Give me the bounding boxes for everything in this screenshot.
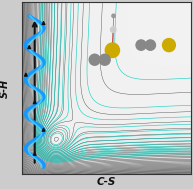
X-axis label: C-S: C-S xyxy=(97,177,116,187)
Circle shape xyxy=(89,54,100,65)
Circle shape xyxy=(145,40,155,50)
Circle shape xyxy=(111,27,116,32)
Circle shape xyxy=(105,43,119,57)
Circle shape xyxy=(163,39,175,52)
Circle shape xyxy=(99,54,110,65)
Circle shape xyxy=(112,14,115,18)
Circle shape xyxy=(136,40,146,50)
Text: S-H: S-H xyxy=(0,79,10,98)
